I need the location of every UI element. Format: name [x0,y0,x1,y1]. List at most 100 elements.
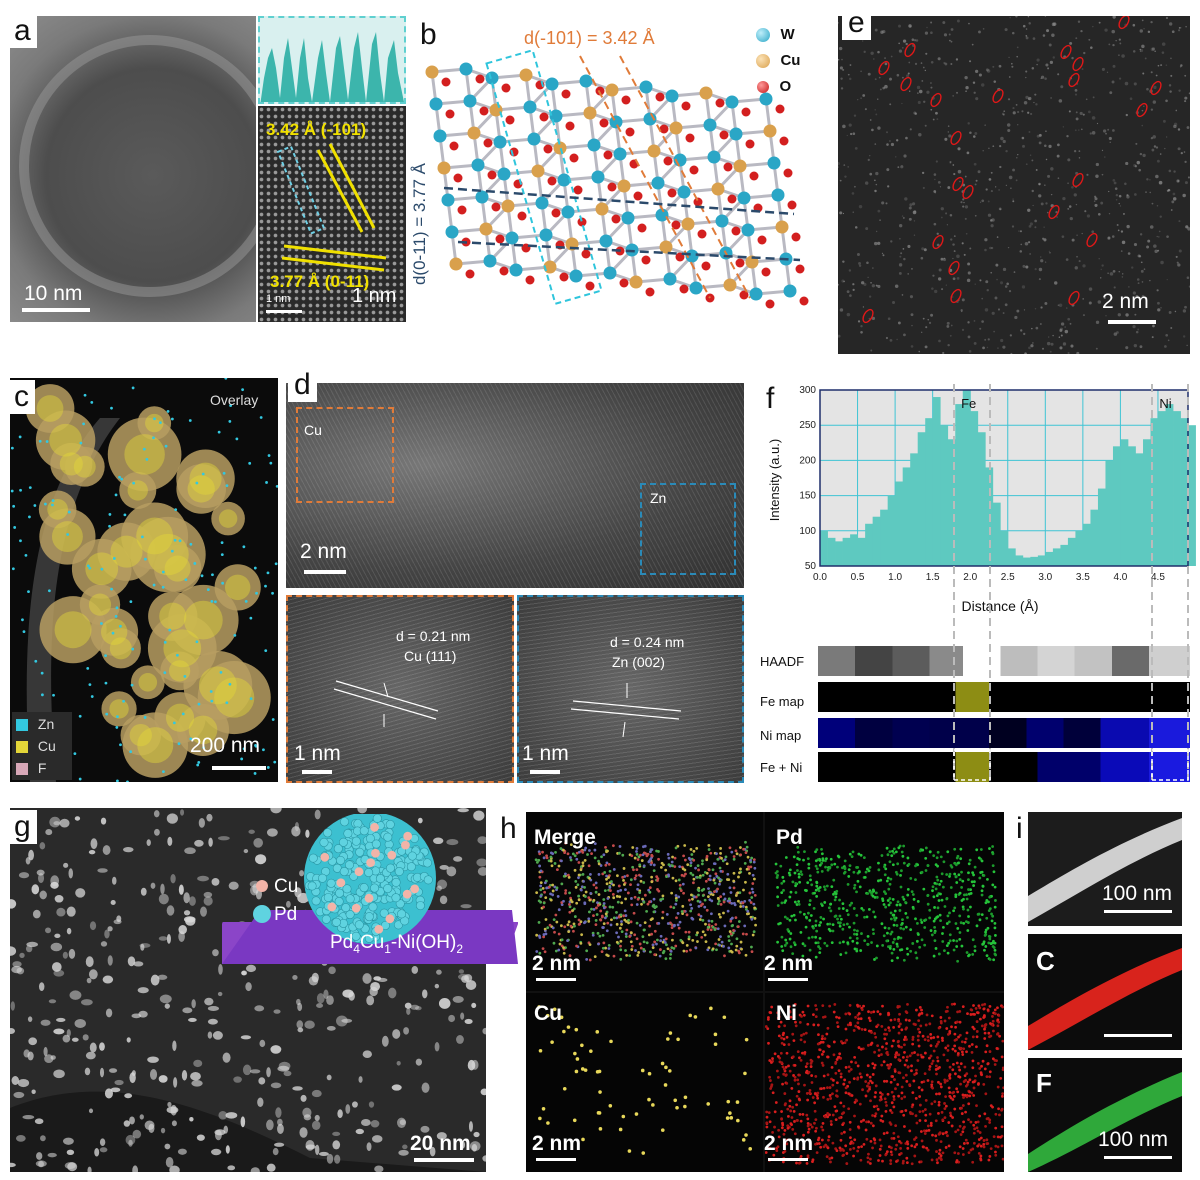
eds-signal [822,885,826,889]
tungsten-atom [475,190,489,204]
eds-signal [669,949,673,953]
zn-signal [249,697,253,700]
atom-dot [947,343,950,347]
eds-signal [983,948,986,952]
nanoparticle [461,975,470,983]
atom-dot [1025,265,1029,269]
eds-signal [806,1124,810,1128]
zn-signal [131,647,135,651]
eds-signal [612,883,615,887]
eds-signal [634,1112,639,1116]
eds-signal [820,852,824,856]
eds-signal [715,948,718,952]
profile-bar [1082,523,1091,566]
eds-signal [727,878,731,881]
atom-dot [1139,29,1143,33]
eds-signal [591,931,595,935]
eds-signal [776,904,780,907]
eds-signal [650,932,654,936]
atom-dot [949,160,952,163]
nanoparticle [258,1077,266,1085]
eds-signal [749,901,753,904]
eds-signal [728,930,732,933]
atom-dot [1082,298,1084,300]
atom-dot [1135,142,1138,145]
atom-dot [930,108,933,111]
eds-signal [777,1034,781,1038]
eds-signal [650,875,654,879]
nanoparticle [188,1017,197,1023]
atom-dot [1125,346,1129,350]
eds-signal [866,934,870,938]
eds-signal [814,935,818,939]
eds-signal [844,1086,848,1090]
eds-signal [866,892,870,895]
eds-signal [588,898,592,902]
eds-signal [751,873,755,877]
eds-signal [674,894,678,897]
eds-signal [961,1147,965,1150]
atom-dot [1080,29,1083,33]
nanoparticle [436,885,442,891]
atom-dot [1031,67,1035,70]
atom-dot [898,271,902,275]
eds-signal [898,1012,901,1016]
eds-signal [959,847,963,851]
eds-signal [804,1065,808,1068]
eds-signal [939,1016,943,1019]
eds-signal [723,897,727,901]
eds-signal [538,951,542,955]
nanoparticle [305,829,310,838]
atom-dot [973,341,977,345]
eds-signal [854,1015,857,1019]
cu-atom [385,914,395,924]
eds-signal [855,1099,859,1103]
tungsten-atom [663,272,677,286]
zn-signal [114,493,118,497]
nanoparticle [314,809,321,820]
eds-signal [779,864,783,868]
eds-signal [849,1136,852,1140]
atom-dot [1012,200,1015,203]
eds-signal [954,875,958,879]
nanoparticle [415,1006,422,1011]
eds-signal [880,1024,884,1028]
zn-signal [259,416,263,419]
eds-signal [730,924,734,928]
atom-dot [1004,28,1008,32]
nanoparticle [85,1051,96,1060]
eds-signal [745,845,749,849]
eds-signal [925,1013,929,1017]
eds-signal [840,1112,844,1116]
eds-signal [662,863,665,867]
eds-signal [822,1074,826,1078]
zn-signal [225,701,229,705]
nanoparticle [86,977,92,984]
eds-signal [892,923,896,927]
eds-signal [713,890,716,894]
eds-signal [975,1035,979,1039]
eds-signal [985,1044,989,1048]
tungsten-atom [549,109,563,123]
eds-signal [943,1080,947,1084]
atom-dot [1137,328,1140,331]
nanoparticle [53,1028,65,1035]
eds-signal [676,844,680,848]
eds-signal [992,1029,995,1033]
profile-bar [947,439,956,566]
nanoparticle [178,884,184,895]
atom-dot [1126,194,1129,197]
eds-signal [888,947,892,950]
atom-dot [993,80,997,83]
eds-signal [579,888,583,892]
eds-signal [781,1160,785,1164]
eds-signal [655,942,658,946]
eds-signal [897,1071,901,1075]
eds-signal [619,888,623,892]
oxygen-atom [697,229,707,239]
eds-signal [982,1145,986,1149]
nanoparticle [374,1165,384,1172]
atom-dot [950,324,953,327]
zn-signal [265,481,268,484]
atom-dot [1183,151,1186,153]
